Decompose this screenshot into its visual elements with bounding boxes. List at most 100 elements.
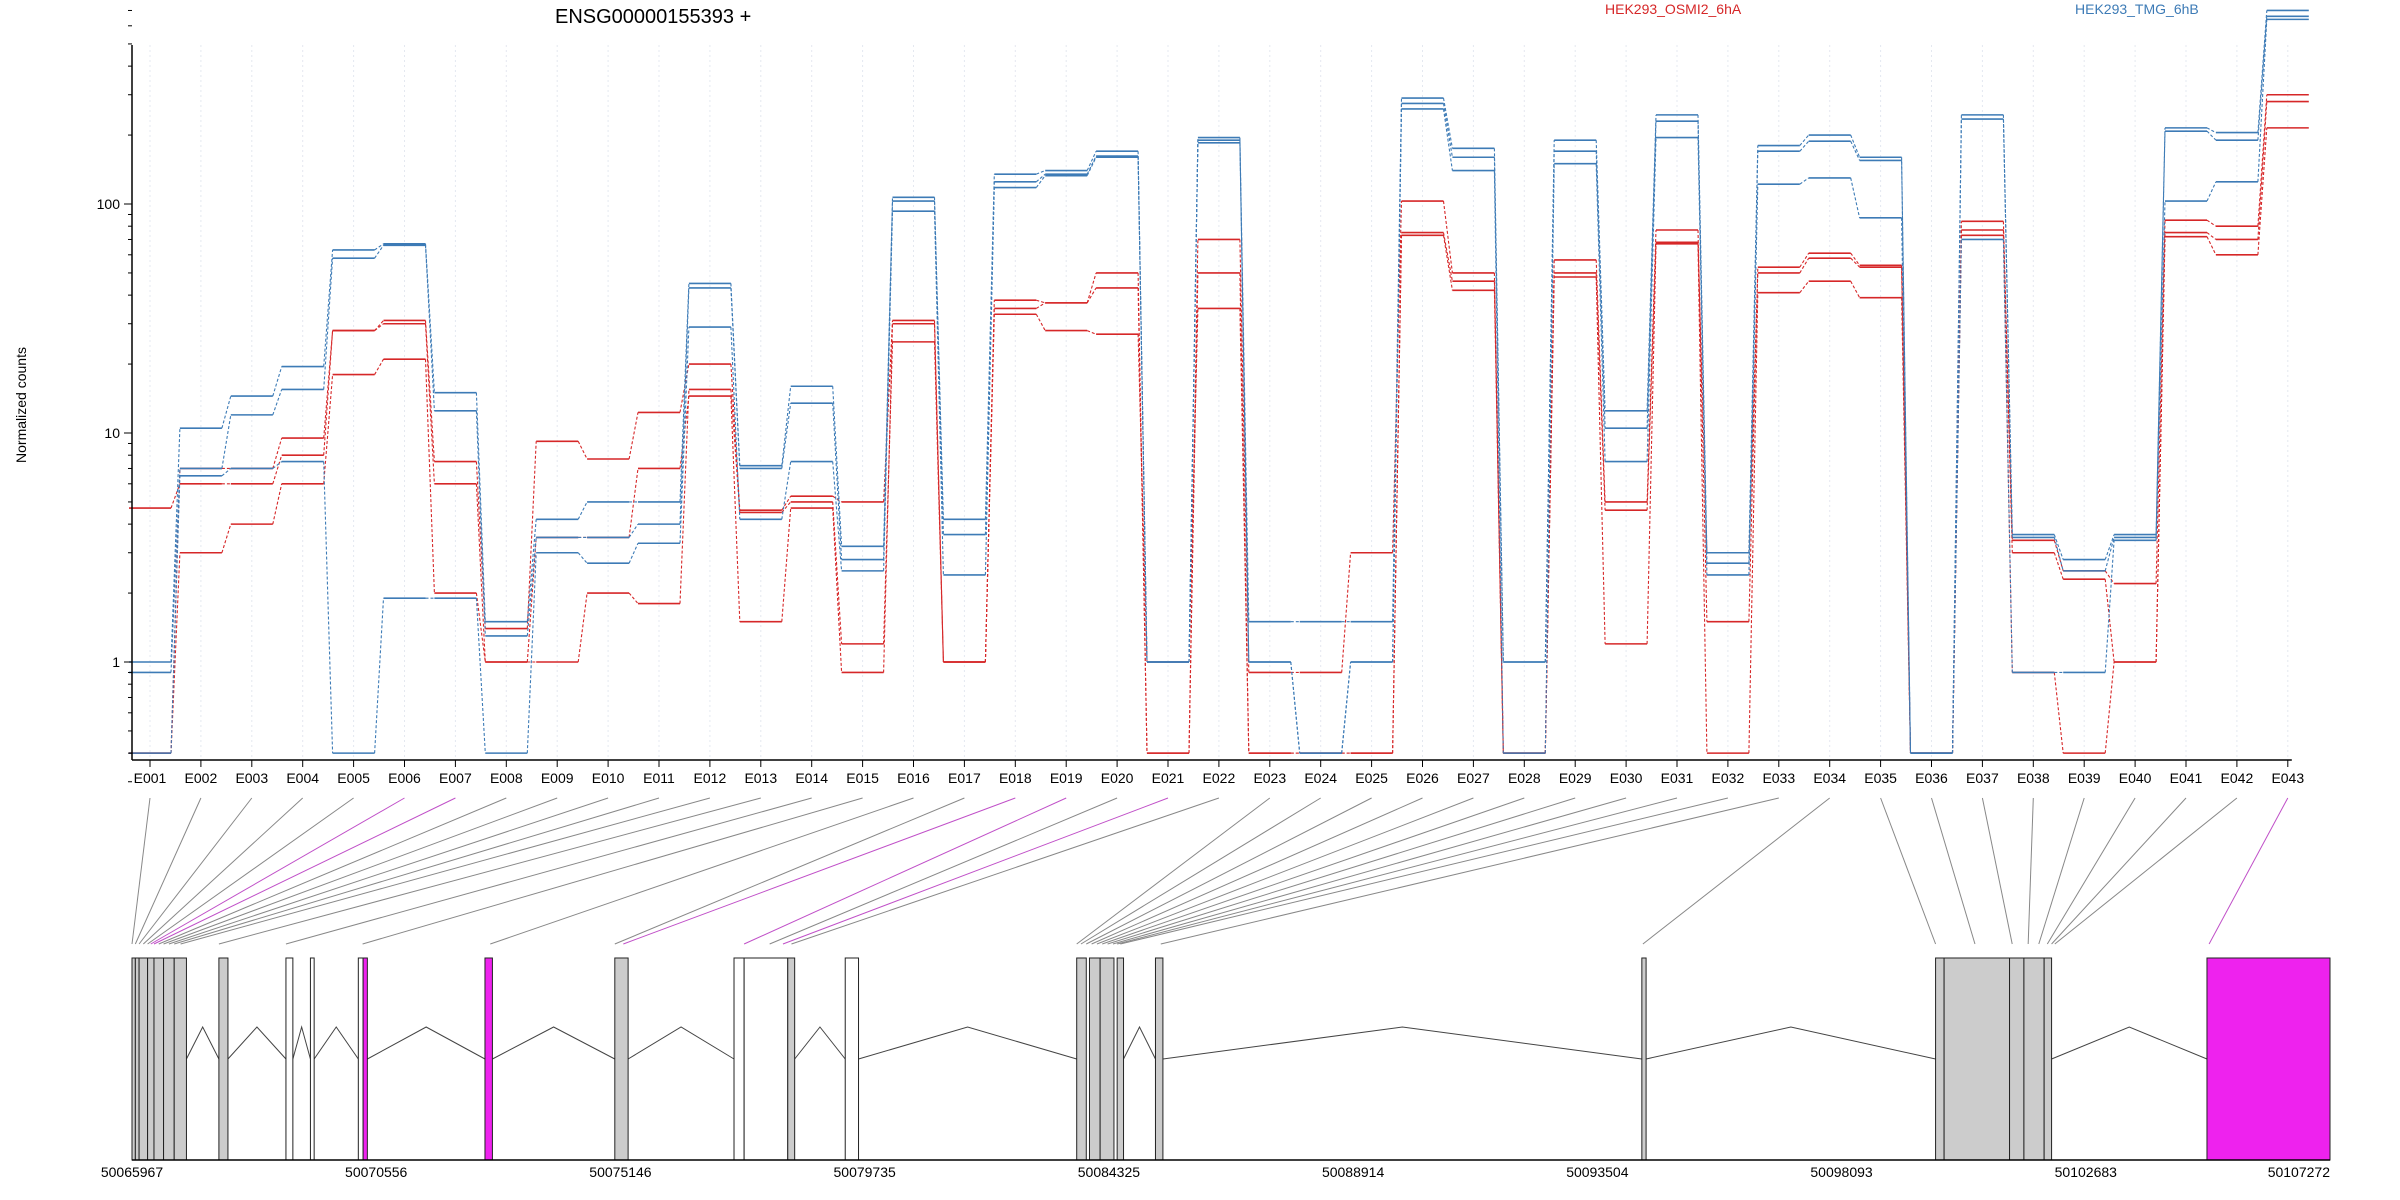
y-tick-label: 10 bbox=[104, 425, 120, 441]
x-tick-label: E007 bbox=[439, 770, 472, 786]
series-connector bbox=[1595, 276, 1606, 644]
x-tick-label: E006 bbox=[388, 770, 421, 786]
series-connector bbox=[526, 537, 537, 636]
intron bbox=[492, 1026, 616, 1060]
series-connector bbox=[475, 592, 486, 663]
exon-connector bbox=[153, 797, 456, 945]
series-connector bbox=[272, 389, 283, 416]
series-connector bbox=[323, 461, 334, 754]
x-tick-label: E042 bbox=[2221, 770, 2254, 786]
series-connector bbox=[984, 314, 995, 663]
x-tick-label: E040 bbox=[2119, 770, 2152, 786]
intron bbox=[1123, 1025, 1156, 1060]
series-connector bbox=[526, 537, 537, 663]
series-connector bbox=[2104, 537, 2115, 572]
series-connector bbox=[1035, 175, 1046, 188]
x-tick-label: E028 bbox=[1508, 770, 1541, 786]
series-connector bbox=[2002, 229, 2013, 553]
series-connector bbox=[832, 403, 843, 560]
x-tick-label: E013 bbox=[744, 770, 777, 786]
series-connector bbox=[2155, 201, 2166, 541]
exon-block bbox=[1935, 957, 1945, 1161]
exon-connector bbox=[490, 797, 914, 945]
series-connector bbox=[424, 359, 435, 594]
series-connector bbox=[272, 483, 283, 525]
exon-connector bbox=[2046, 797, 2136, 945]
exon-connector bbox=[1931, 797, 1976, 945]
series-connector bbox=[2206, 130, 2217, 141]
x-tick-label: E041 bbox=[2170, 770, 2203, 786]
x-tick-label: E011 bbox=[643, 770, 675, 786]
exon-connector bbox=[168, 797, 609, 945]
x-tick-label: E002 bbox=[185, 770, 218, 786]
series-connector bbox=[374, 243, 384, 251]
legend-entry-osmi: HEK293_OSMI2_6hA bbox=[1605, 1, 1742, 17]
series-connector bbox=[1392, 235, 1403, 754]
series-connector bbox=[2104, 570, 2115, 584]
exon-connector bbox=[1107, 797, 1576, 945]
exon-block bbox=[309, 957, 315, 1161]
series-connector bbox=[781, 501, 792, 513]
series-connector bbox=[1697, 137, 1708, 575]
series-connector bbox=[2206, 181, 2217, 202]
series-connector bbox=[1035, 173, 1046, 183]
series-connector bbox=[272, 437, 283, 469]
legend-entry-tmg: HEK293_TMG_6hB bbox=[2075, 1, 2199, 17]
series-connector bbox=[526, 519, 537, 622]
exon-connector bbox=[2038, 797, 2085, 945]
series-connector bbox=[1595, 151, 1606, 429]
series-connector bbox=[2257, 101, 2268, 240]
series-connector bbox=[1901, 217, 1912, 754]
exon-block bbox=[131, 957, 136, 1161]
series-connector bbox=[1036, 302, 1046, 309]
exon-block bbox=[218, 957, 229, 1161]
series-connector bbox=[1799, 252, 1810, 268]
series-connector bbox=[832, 508, 843, 673]
series-connector bbox=[2257, 16, 2268, 141]
series-connector bbox=[628, 412, 639, 460]
series-connector bbox=[1392, 108, 1403, 663]
exon-connector bbox=[1880, 797, 1937, 945]
x-tick-label: E031 bbox=[1661, 770, 1694, 786]
series-connector bbox=[2257, 94, 2268, 227]
series-connector bbox=[730, 389, 741, 513]
series-connector bbox=[577, 552, 588, 564]
series-connector bbox=[475, 461, 486, 629]
intron bbox=[1645, 1026, 1936, 1060]
series-connector bbox=[323, 258, 334, 390]
series-connector bbox=[1544, 276, 1555, 754]
series-connector bbox=[1442, 103, 1453, 158]
series-connector bbox=[323, 374, 334, 484]
series-connector bbox=[781, 403, 792, 469]
series-connector bbox=[2002, 239, 2013, 673]
series-connector bbox=[1748, 145, 1759, 553]
exon-block bbox=[1088, 957, 1101, 1161]
series-connector bbox=[577, 501, 588, 520]
exon-block bbox=[1116, 957, 1125, 1161]
genomic-coordinate-label: 50084325 bbox=[1078, 1164, 1141, 1180]
series-connector bbox=[2104, 540, 2115, 673]
intron bbox=[227, 1026, 287, 1060]
series-connector bbox=[730, 327, 741, 520]
exon-connector bbox=[1642, 797, 1831, 945]
series-connector bbox=[424, 323, 435, 484]
series-connector bbox=[679, 327, 690, 544]
series-connector bbox=[1442, 232, 1453, 282]
genomic-coordinate-label: 50079735 bbox=[834, 1164, 897, 1180]
exon-connector-lines bbox=[131, 797, 2289, 945]
exon-block bbox=[733, 957, 745, 1161]
exon-block bbox=[614, 957, 629, 1161]
series-connector bbox=[2257, 19, 2268, 182]
series-connector bbox=[2053, 672, 2064, 754]
exon-connector bbox=[2208, 797, 2289, 945]
chart-axes: 1 10 100 E001 E002 E003 E004 E005 E006 E007 E008 E0… bbox=[97, 9, 2304, 786]
x-tick-label: E001 bbox=[134, 770, 167, 786]
y-axis-label: Normalized counts bbox=[13, 347, 29, 463]
exon-connector bbox=[1120, 797, 1729, 945]
exon-connector bbox=[158, 797, 507, 945]
exon-connector bbox=[147, 797, 354, 945]
exon-block bbox=[787, 957, 796, 1161]
series-connector bbox=[526, 552, 537, 754]
series-connector bbox=[577, 592, 588, 663]
series-osmi-2 bbox=[129, 127, 2309, 754]
